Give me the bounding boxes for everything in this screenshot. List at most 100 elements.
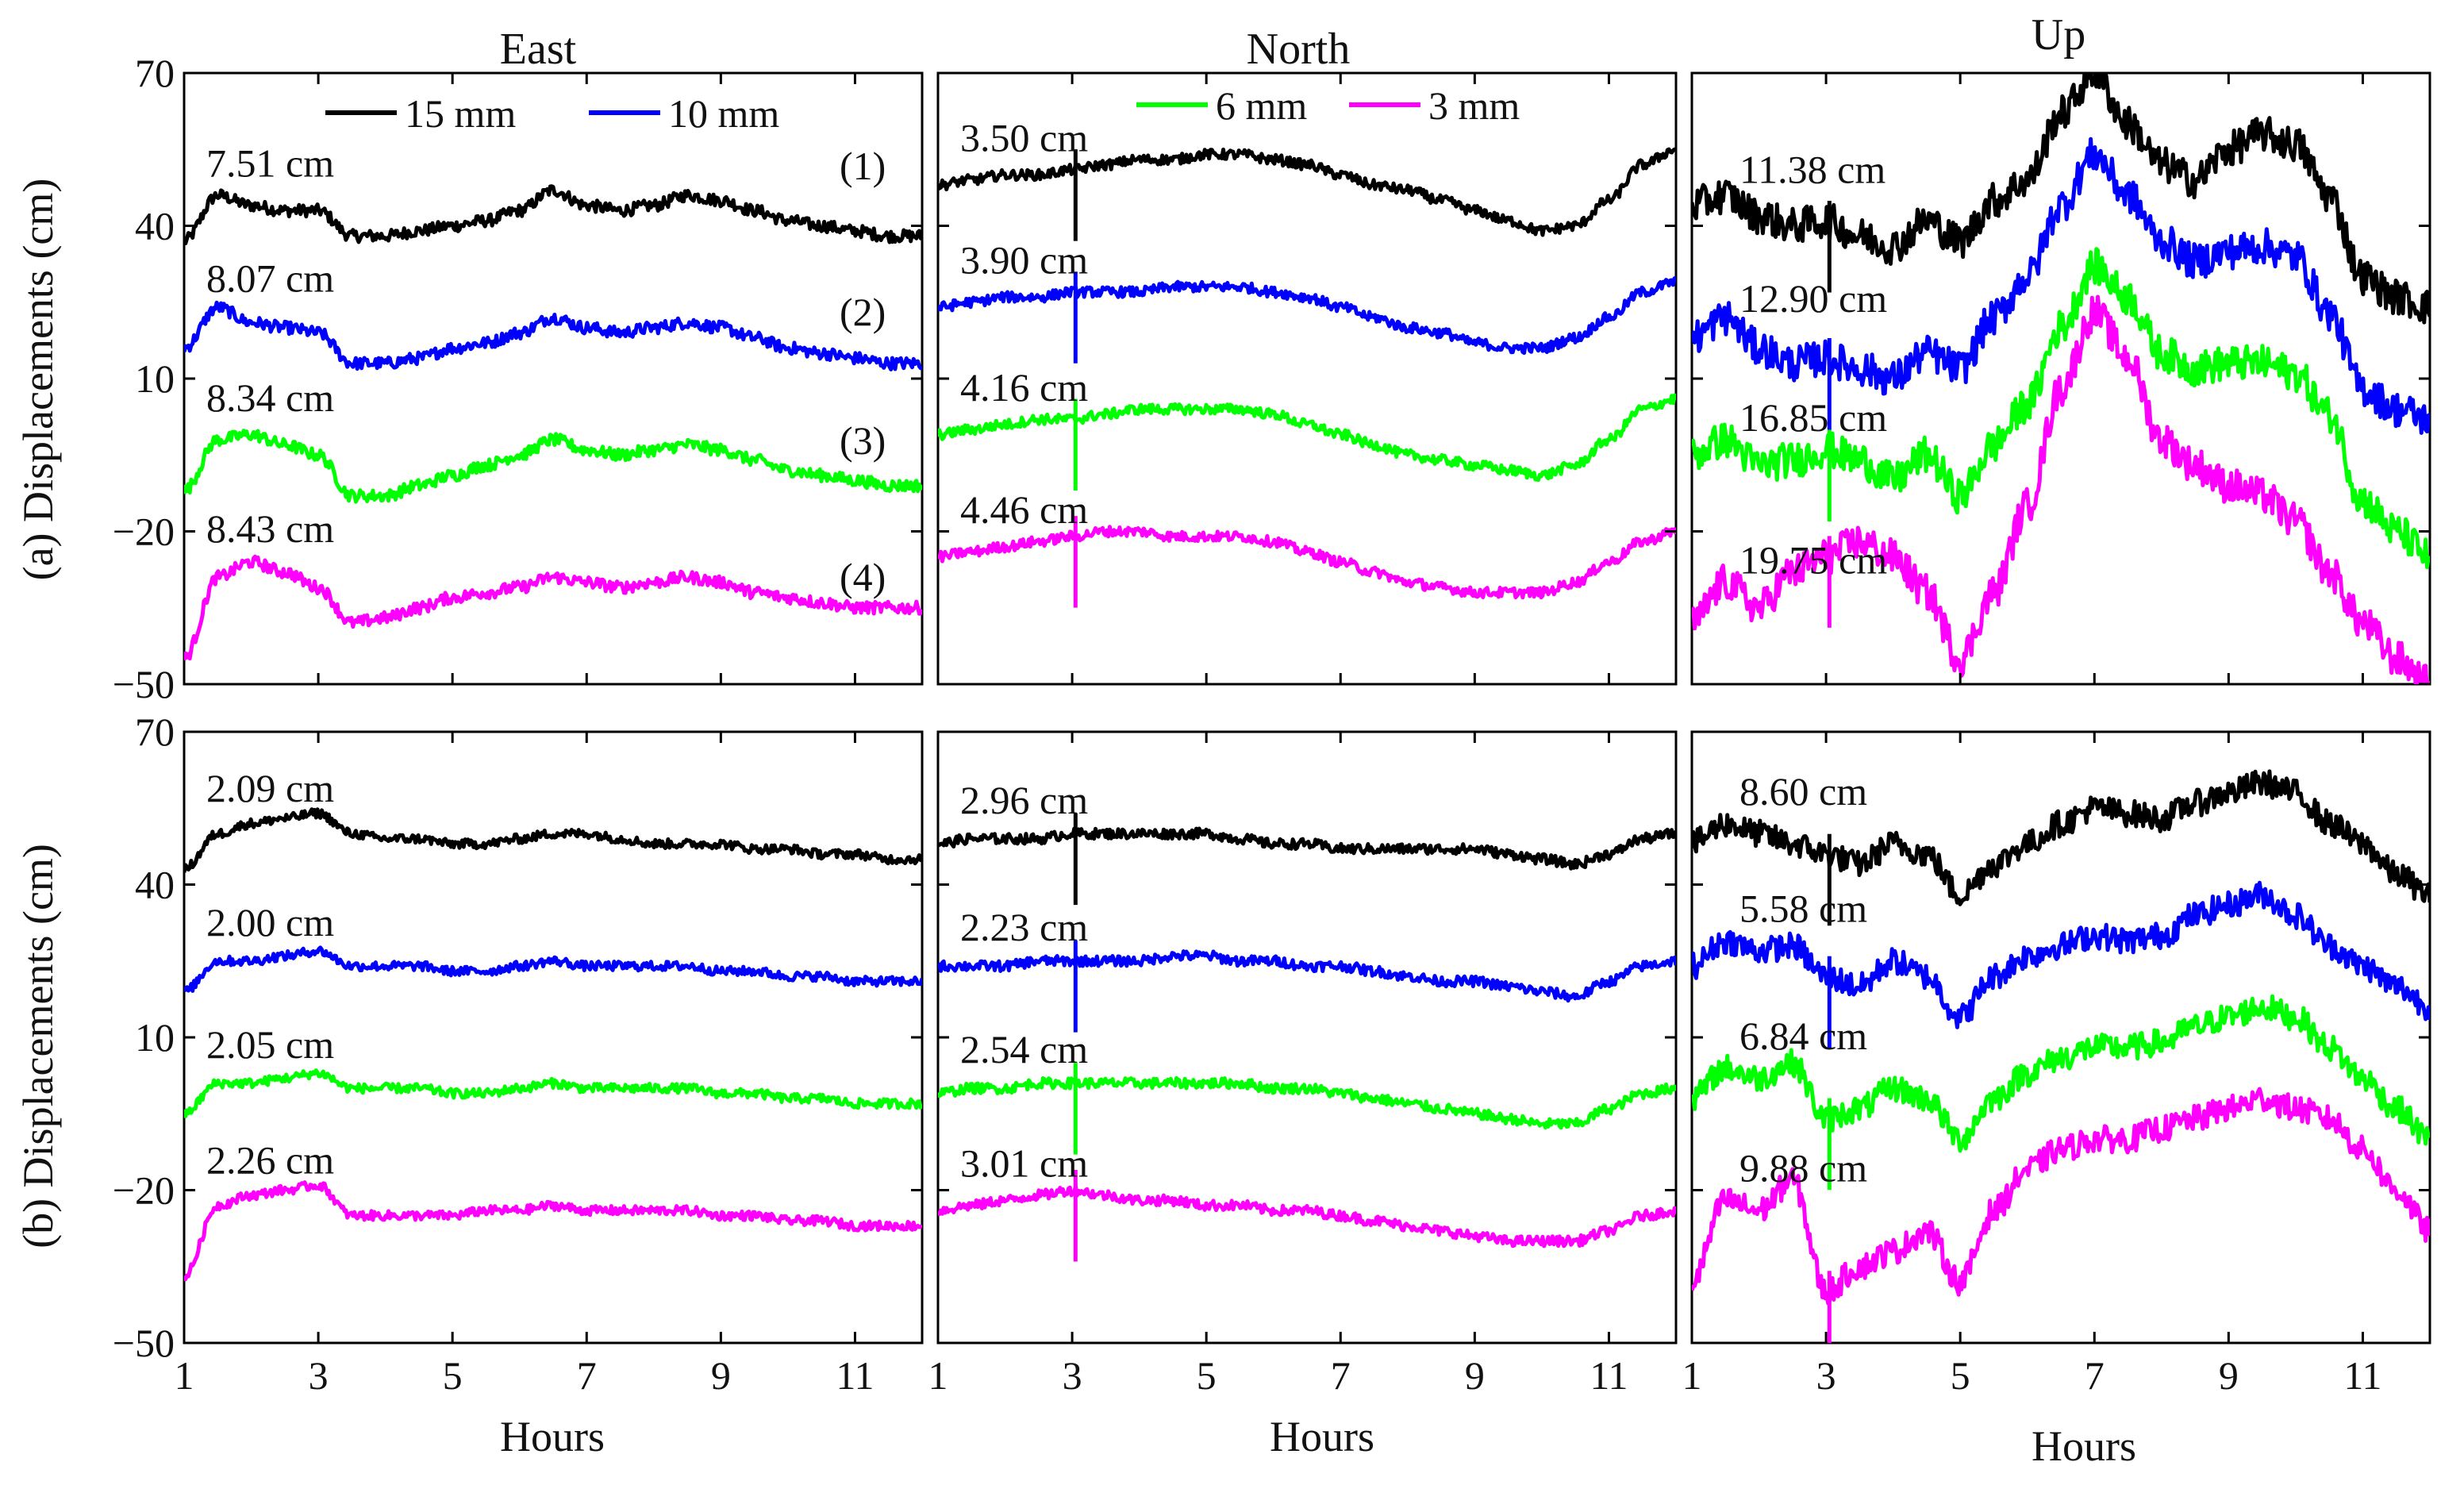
y-tick-label: −50 [113,662,175,706]
series-line-10mm [1692,880,2430,1029]
y-tick-label: 10 [135,1015,175,1060]
curve-tag-1: (1) [840,144,886,188]
series-line-10mm [184,945,922,993]
rms-label: 12.90 cm [1739,276,1887,321]
x-tick-label: 5 [1951,1353,1970,1398]
x-tick-label: 1 [175,1353,194,1398]
panel-b-east: 2.09 cm 2.00 cm 2.05 cm 2.26 cm [183,730,924,1345]
x-tick-label: 11 [836,1353,874,1398]
rms-label: 16.85 cm [1739,395,1887,440]
series-line-10mm [938,949,1676,1003]
rms-label: 8.43 cm [206,506,334,551]
curve-tag-4: (4) [840,555,886,599]
rms-label: 3.50 cm [960,116,1088,160]
panel-a-east: 7.51 cm 8.07 cm 8.34 cm 8.43 cm [183,71,924,686]
y-tick-label: −20 [113,510,175,554]
x-tick-label: 9 [2219,1353,2239,1398]
rms-label: 4.16 cm [960,365,1088,410]
x-tick-label: 7 [1331,1353,1351,1398]
series-line-10mm [184,300,922,371]
x-tick-label: 9 [711,1353,731,1398]
curve-tag-2: (2) [840,290,886,334]
y-tick-label: 40 [135,863,175,907]
rms-label: 2.23 cm [960,905,1088,949]
series-line-3mm [184,1180,922,1282]
y-tick-label: 40 [135,204,175,248]
rms-label: 8.34 cm [206,375,334,420]
series-line-15mm [938,826,1676,871]
legend-north: 6 mm 3 mm [1136,83,1520,128]
series-line-3mm [938,525,1676,600]
ylabel-row-b: (b) Displacements (cm) [14,844,62,1248]
rms-label: 2.09 cm [206,766,334,810]
panel-a-up: 11.38 cm 12.90 cm 16.85 cm 19.75 cm [1690,71,2431,686]
xlabel-east: Hours [500,1413,605,1460]
rms-label: 3.01 cm [960,1141,1088,1186]
series-line-15mm [1692,769,2430,906]
y-tick-label: −50 [113,1321,175,1365]
rms-label: 9.88 cm [1739,1146,1867,1191]
series-line-10mm [1692,137,2430,435]
rms-label: 2.00 cm [206,900,334,944]
series-line-6mm [184,1068,922,1118]
rms-label: 2.54 cm [960,1027,1088,1071]
series-line-3mm [1692,1087,2430,1306]
panel-b-up: 8.60 cm 5.58 cm 6.84 cm 9.88 cm [1690,730,2431,1345]
series-line-3mm [938,1184,1676,1248]
y-tick-label: 10 [135,356,175,401]
x-tick-label: 3 [1063,1353,1082,1398]
series-line-15mm [184,184,922,245]
xlabel-up: Hours [2032,1422,2136,1470]
legend-label-3mm: 3 mm [1428,83,1520,128]
rms-label: 2.05 cm [206,1022,334,1067]
rms-label: 2.26 cm [206,1137,334,1182]
rms-label: 4.46 cm [960,487,1088,532]
column-title-up: Up [2032,10,2085,60]
x-tick-label: 1 [928,1353,948,1398]
x-tick-label: 11 [2343,1353,2381,1398]
series-line-3mm [1692,294,2430,684]
x-tick-label: 9 [1465,1353,1485,1398]
series-line-6mm [938,393,1676,482]
series-line-15mm [184,807,922,873]
x-tick-label: 7 [577,1353,597,1398]
panel-a-north: 3.50 cm 3.90 cm 4.16 cm 4.46 cm [936,71,1678,686]
legend-label-6mm: 6 mm [1216,83,1307,128]
y-tick-label: 70 [135,710,175,754]
ylabel-row-a: (a) Displacements (cm) [14,179,62,581]
series-line-10mm [938,275,1676,356]
legend-label-10mm: 10 mm [668,91,779,136]
rms-label: 7.51 cm [206,140,334,185]
series-line-3mm [184,554,922,661]
series-line-15mm [938,147,1676,237]
y-tick-label: 70 [135,51,175,95]
rms-label: 11.38 cm [1739,148,1885,192]
x-tick-label: 7 [2085,1353,2105,1398]
series-line-6mm [1692,247,2430,569]
xlabel-north: Hours [1270,1413,1374,1460]
legend-label-15mm: 15 mm [405,91,516,136]
rms-label: 2.96 cm [960,778,1088,822]
x-tick-label: 3 [309,1353,329,1398]
series-line-6mm [184,429,922,504]
column-title-north: North [1247,25,1351,74]
series-line-6mm [1692,994,2430,1153]
y-tick-label: −20 [113,1168,175,1213]
rms-label: 5.58 cm [1739,886,1867,930]
series-line-6mm [938,1075,1676,1130]
x-tick-label: 5 [1197,1353,1217,1398]
legend-east: 15 mm 10 mm [325,91,779,136]
x-tick-label: 5 [443,1353,463,1398]
x-tick-label: 3 [1816,1353,1836,1398]
rms-label: 6.84 cm [1739,1014,1867,1058]
rms-label: 8.60 cm [1739,769,1867,814]
x-tick-label: 11 [1589,1353,1628,1398]
curve-tag-3: (3) [840,418,886,463]
rms-label: 3.90 cm [960,238,1088,283]
series-line-15mm [1692,73,2430,325]
rms-label: 19.75 cm [1739,538,1887,583]
panel-b-north: 2.96 cm 2.23 cm 2.54 cm 3.01 cm [936,730,1678,1345]
x-tick-label: 1 [1682,1353,1702,1398]
